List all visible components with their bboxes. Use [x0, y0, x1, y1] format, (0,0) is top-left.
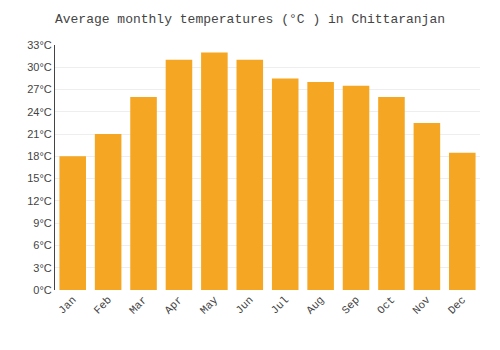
svg-text:24°C: 24°C: [27, 106, 52, 118]
svg-text:Jun: Jun: [233, 294, 255, 316]
svg-text:Sep: Sep: [340, 294, 362, 316]
svg-text:33°C: 33°C: [27, 39, 52, 51]
svg-text:Nov: Nov: [410, 294, 433, 317]
svg-text:21°C: 21°C: [27, 128, 52, 140]
svg-text:0°C: 0°C: [33, 284, 52, 296]
svg-text:6°C: 6°C: [33, 239, 52, 251]
svg-text:Feb: Feb: [92, 294, 114, 316]
svg-text:Jul: Jul: [269, 294, 291, 316]
svg-text:Dec: Dec: [446, 294, 468, 316]
svg-text:27°C: 27°C: [27, 83, 52, 95]
svg-text:Aug: Aug: [304, 294, 326, 316]
svg-text:Mar: Mar: [127, 294, 149, 316]
svg-text:3°C: 3°C: [33, 262, 52, 274]
svg-text:Oct: Oct: [375, 294, 397, 316]
svg-text:Jan: Jan: [56, 294, 78, 316]
svg-text:Apr: Apr: [162, 294, 184, 316]
svg-text:May: May: [198, 294, 221, 317]
svg-text:Average monthly temperatures (: Average monthly temperatures (°C ) in Ch…: [55, 12, 445, 27]
svg-text:12°C: 12°C: [27, 195, 52, 207]
svg-text:15°C: 15°C: [27, 172, 52, 184]
svg-text:9°C: 9°C: [33, 217, 52, 229]
svg-text:18°C: 18°C: [27, 150, 52, 162]
svg-text:30°C: 30°C: [27, 61, 52, 73]
